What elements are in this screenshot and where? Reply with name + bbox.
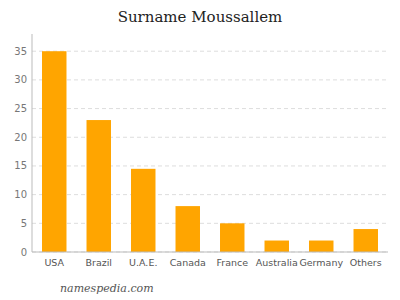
x-tick-label: Australia	[256, 257, 298, 268]
y-tick-label: 15	[14, 160, 27, 171]
y-axis-line	[32, 34, 33, 252]
bar	[42, 51, 66, 252]
grid-line	[32, 165, 388, 166]
x-tick-label: France	[216, 257, 248, 268]
title: Surname Moussallem	[118, 8, 283, 26]
y-tick-label: 20	[14, 132, 27, 143]
chart: Surname Moussallem 0 5 10 15 20 25 30 35 USA Brazi…	[0, 0, 400, 300]
bars	[42, 51, 378, 252]
grid-line	[32, 252, 388, 253]
bar	[131, 169, 155, 252]
grid-line	[32, 137, 388, 138]
x-tick-label: Brazil	[85, 257, 112, 268]
x-axis-line	[32, 252, 388, 253]
chart-container: Surname Moussallem 0 5 10 15 20 25 30 35 USA Brazi…	[0, 0, 400, 300]
y-tick-label: 10	[14, 189, 27, 200]
bar	[354, 229, 378, 252]
bar	[87, 120, 111, 252]
y-tick-label: 25	[14, 103, 27, 114]
y-tick-label: 30	[14, 74, 27, 85]
grid-line	[32, 194, 388, 195]
bar	[265, 241, 289, 252]
y-tick-label: 0	[21, 247, 27, 258]
x-tick-label: U.A.E.	[129, 257, 157, 268]
bar	[309, 241, 333, 252]
y-tick-label: 35	[14, 46, 27, 57]
x-tick-label: USA	[44, 257, 64, 268]
x-tick-label: Germany	[299, 257, 343, 268]
x-tick-label: Canada	[170, 257, 206, 268]
x-tick-label: Others	[350, 257, 382, 268]
y-tick-label: 5	[21, 218, 27, 229]
bar	[220, 223, 244, 252]
grid-line	[32, 79, 388, 80]
grid-line	[32, 51, 388, 52]
grid-line	[32, 108, 388, 109]
watermark: namespedia.com	[60, 282, 154, 295]
grid-line	[32, 223, 388, 224]
bar	[176, 206, 200, 252]
